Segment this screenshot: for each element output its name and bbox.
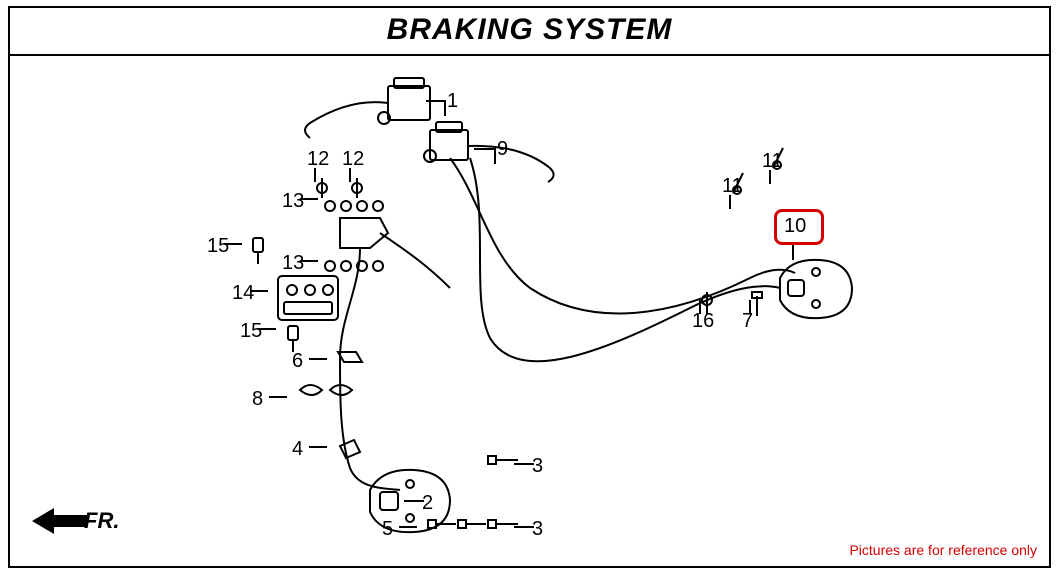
leader-line (300, 198, 318, 200)
fr-label: FR. (84, 508, 119, 534)
callout-3: 3 (532, 455, 543, 478)
callout-5: 5 (382, 518, 393, 541)
callout-14: 14 (232, 282, 254, 305)
callout-16: 16 (692, 310, 714, 333)
leader-line (399, 526, 417, 528)
diagram-area: 19121213111115131014167156843253 FR. Pic… (10, 58, 1049, 566)
callout-12: 12 (307, 148, 329, 171)
leader-line (426, 100, 446, 102)
leader-line (792, 244, 794, 260)
leader-line (494, 148, 496, 164)
fr-direction-indicator: FR. (32, 506, 119, 536)
leader-line (514, 526, 534, 528)
leader-line (444, 100, 446, 116)
leader-line (224, 243, 242, 245)
leader-line (699, 300, 701, 314)
callout-4: 4 (292, 438, 303, 461)
leader-line (309, 358, 327, 360)
callout-11: 11 (722, 175, 743, 198)
callout-12: 12 (342, 148, 364, 171)
callout-13: 13 (282, 252, 304, 275)
leader-line (250, 290, 268, 292)
title-bar: BRAKING SYSTEM (8, 6, 1051, 56)
reference-note: Pictures are for reference only (849, 542, 1037, 558)
leader-line (309, 446, 327, 448)
leader-line (349, 168, 351, 182)
leader-line (300, 260, 318, 262)
leader-line (769, 170, 771, 184)
highlight-box (774, 209, 824, 245)
callout-3: 3 (532, 518, 543, 541)
leader-line (729, 195, 731, 209)
callout-6: 6 (292, 350, 303, 373)
callout-15: 15 (240, 320, 262, 343)
callout-1: 1 (447, 90, 458, 113)
callout-13: 13 (282, 190, 304, 213)
callout-2: 2 (422, 492, 433, 515)
callout-11: 11 (762, 150, 783, 173)
leader-line (258, 328, 276, 330)
callout-7: 7 (742, 310, 753, 333)
leader-line (474, 148, 496, 150)
leader-line (749, 300, 751, 314)
leader-line (514, 463, 534, 465)
callout-9: 9 (497, 138, 508, 161)
leader-line (269, 396, 287, 398)
callout-15: 15 (207, 235, 229, 258)
leader-line (404, 500, 424, 502)
braking-diagram-svg (10, 58, 1049, 566)
leader-line (314, 168, 316, 182)
callout-8: 8 (252, 388, 263, 411)
page-title: BRAKING SYSTEM (387, 13, 673, 47)
